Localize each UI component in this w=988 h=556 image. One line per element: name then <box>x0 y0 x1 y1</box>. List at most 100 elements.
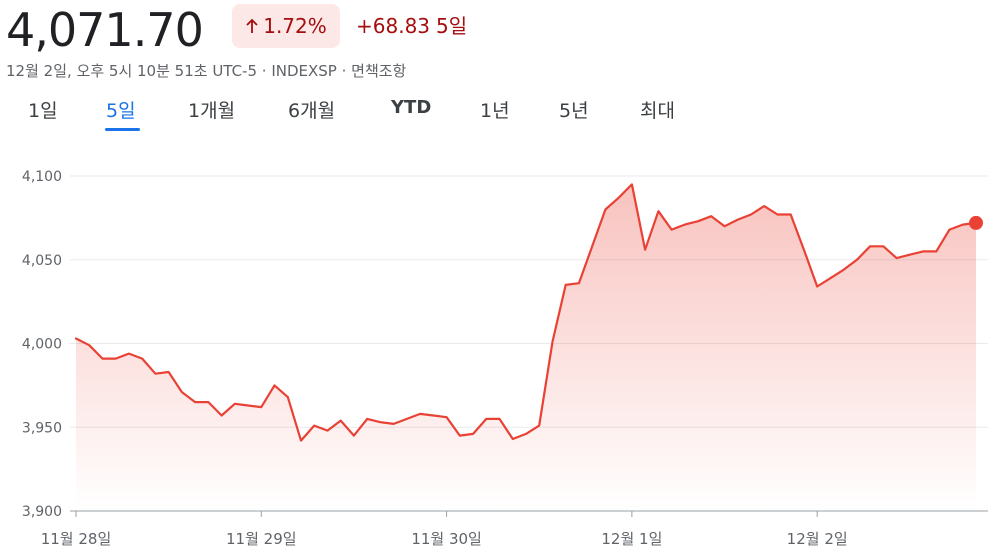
data-point <box>220 414 222 416</box>
data-point <box>326 430 328 432</box>
data-point <box>790 213 792 215</box>
price-area-fill <box>76 184 976 511</box>
data-point <box>393 423 395 425</box>
data-point <box>273 384 275 386</box>
data-point <box>856 259 858 261</box>
y-tick-label: 3,900 <box>22 504 62 520</box>
data-point <box>776 213 778 215</box>
price-series-line <box>74 183 978 442</box>
quote-subline: 12월 2일, 오후 5시 10분 51초 UTC-5 · INDEXSP · … <box>6 62 407 80</box>
data-point <box>538 424 540 426</box>
x-tick-label: 12월 2일 <box>787 530 848 548</box>
y-tick-label: 4,100 <box>22 169 62 185</box>
data-point <box>763 205 765 207</box>
arrow-up-icon <box>246 18 258 33</box>
data-point <box>207 401 209 403</box>
change-period: 5일 <box>436 14 468 38</box>
data-point <box>128 352 130 354</box>
change-percent-badge: 1.72% <box>232 4 340 48</box>
data-point <box>300 440 302 442</box>
data-point <box>353 435 355 437</box>
data-point <box>962 223 964 225</box>
change-absolute-value: +68.83 <box>356 14 431 38</box>
y-tick-label: 3,950 <box>22 420 62 436</box>
data-point <box>406 418 408 420</box>
tab-max[interactable]: 최대 <box>640 100 675 122</box>
data-point <box>234 403 236 405</box>
data-point <box>75 337 77 339</box>
data-point <box>88 344 90 346</box>
tab-ytd[interactable]: YTD <box>391 97 432 118</box>
x-tick-label: 11월 28일 <box>41 530 112 548</box>
data-point <box>750 213 752 215</box>
data-point <box>882 245 884 247</box>
tab-6m[interactable]: 6개월 <box>288 100 336 122</box>
data-point <box>710 215 712 217</box>
data-point <box>604 208 606 210</box>
data-point <box>551 341 553 343</box>
data-point <box>935 250 937 252</box>
data-point <box>525 433 527 435</box>
tab-1m[interactable]: 1개월 <box>188 100 236 122</box>
data-point <box>313 424 315 426</box>
data-point <box>922 250 924 252</box>
data-point <box>803 249 805 251</box>
data-point <box>869 245 871 247</box>
change-percent: 1.72% <box>263 14 327 38</box>
data-point <box>485 418 487 420</box>
data-point <box>115 357 117 359</box>
data-point <box>631 183 633 185</box>
data-point <box>154 373 156 375</box>
data-point <box>644 249 646 251</box>
data-point <box>843 269 845 271</box>
y-tick-label: 4,000 <box>22 337 62 353</box>
data-point <box>909 254 911 256</box>
data-point <box>697 220 699 222</box>
data-point <box>723 225 725 227</box>
x-tick-label: 12월 1일 <box>601 530 662 548</box>
data-point <box>247 404 249 406</box>
current-price: 4,071.70 <box>6 3 204 57</box>
data-point <box>512 438 514 440</box>
data-point <box>432 414 434 416</box>
x-tick-label: 11월 29일 <box>226 530 297 548</box>
price-chart[interactable]: 4,100 4,050 4,000 3,950 3,900 11월 28일 11월 29일 1… <box>0 150 988 556</box>
active-tab-indicator <box>105 128 140 131</box>
data-point <box>737 218 739 220</box>
data-point <box>591 245 593 247</box>
data-point <box>340 419 342 421</box>
price-row: 4,071.70 <box>6 0 204 60</box>
data-point <box>366 418 368 420</box>
data-point <box>445 416 447 418</box>
data-point <box>565 284 567 286</box>
data-point <box>816 285 818 287</box>
tab-1y[interactable]: 1년 <box>480 100 510 122</box>
data-point <box>141 357 143 359</box>
x-tick-label: 11월 30일 <box>411 530 482 548</box>
tab-5y[interactable]: 5년 <box>559 100 589 122</box>
data-point <box>498 418 500 420</box>
data-point <box>379 421 381 423</box>
data-point <box>618 197 620 199</box>
data-point <box>101 357 103 359</box>
price-chart-svg: 4,100 4,050 4,000 3,950 3,900 11월 28일 11월 29일 1… <box>22 169 988 548</box>
data-point <box>670 229 672 231</box>
data-point <box>578 282 580 284</box>
data-point <box>194 401 196 403</box>
data-point <box>657 210 659 212</box>
data-point <box>829 277 831 279</box>
tab-5d[interactable]: 5일 <box>106 100 136 122</box>
data-point <box>260 406 262 408</box>
data-point <box>419 413 421 415</box>
data-point <box>459 435 461 437</box>
data-point <box>181 391 183 393</box>
tab-1d[interactable]: 1일 <box>28 100 58 122</box>
data-point <box>472 433 474 435</box>
last-price-dot <box>969 215 983 230</box>
data-point <box>168 371 170 373</box>
data-point <box>948 229 950 231</box>
data-point <box>287 396 289 398</box>
change-absolute: +68.83 5일 <box>356 10 467 39</box>
data-point <box>684 223 686 225</box>
y-tick-label: 4,050 <box>22 253 62 269</box>
